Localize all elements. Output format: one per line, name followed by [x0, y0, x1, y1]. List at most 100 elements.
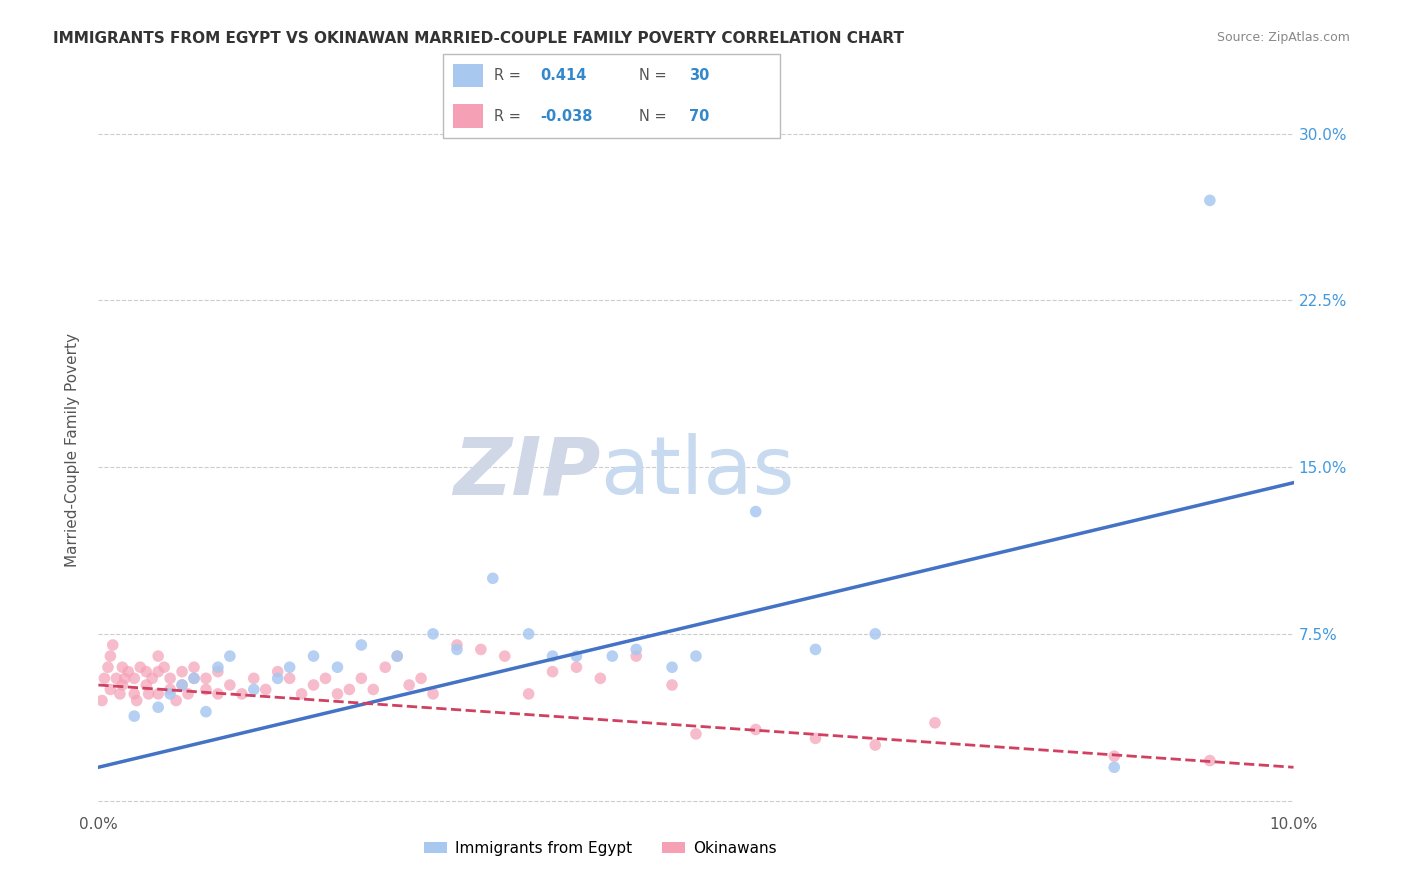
Point [138, 687, 160, 701]
Point [267, 671, 290, 685]
Point [183, 671, 205, 685]
Text: 70: 70 [689, 109, 710, 124]
Point [98, 649, 122, 664]
Point [183, 671, 205, 685]
Point [541, 665, 564, 679]
Point [626, 649, 648, 664]
Point [148, 649, 170, 664]
Point [541, 649, 564, 664]
Point [482, 571, 505, 585]
Point [494, 649, 516, 664]
Text: Source: ZipAtlas.com: Source: ZipAtlas.com [1216, 31, 1350, 45]
Point [315, 671, 337, 685]
Point [745, 723, 768, 737]
Text: IMMIGRANTS FROM EGYPT VS OKINAWAN MARRIED-COUPLE FAMILY POVERTY CORRELATION CHAR: IMMIGRANTS FROM EGYPT VS OKINAWAN MARRIE… [53, 31, 904, 46]
Point [177, 687, 200, 701]
Point [385, 649, 409, 664]
Point [183, 660, 205, 674]
Point [148, 700, 170, 714]
Point [93, 671, 115, 685]
Point [398, 678, 420, 692]
Point [1199, 754, 1222, 768]
Text: 30: 30 [689, 68, 710, 83]
Point [1104, 760, 1126, 774]
Point [97, 660, 120, 674]
Point [195, 682, 218, 697]
Point [91, 693, 114, 707]
Point [446, 638, 468, 652]
Point [278, 660, 301, 674]
Text: 0.414: 0.414 [541, 68, 588, 83]
Point [111, 678, 134, 692]
Point [517, 627, 540, 641]
Point [172, 678, 194, 692]
Point [195, 705, 218, 719]
Point [148, 687, 170, 701]
Point [363, 682, 385, 697]
Point [207, 660, 229, 674]
Point [254, 682, 277, 697]
Point [101, 638, 124, 652]
Point [219, 678, 242, 692]
Text: R =: R = [494, 68, 520, 83]
Point [685, 649, 707, 664]
Point [207, 665, 229, 679]
Point [195, 671, 218, 685]
Point [661, 660, 683, 674]
Point [105, 671, 128, 685]
Text: N =: N = [638, 109, 666, 124]
Point [602, 649, 624, 664]
Point [172, 678, 194, 692]
Point [207, 687, 229, 701]
Point [159, 682, 181, 697]
Text: N =: N = [638, 68, 666, 83]
Point [350, 671, 373, 685]
Text: atlas: atlas [600, 434, 794, 511]
Point [148, 665, 170, 679]
Point [339, 682, 361, 697]
Point [804, 731, 827, 746]
Point [219, 649, 242, 664]
Point [231, 687, 253, 701]
Point [661, 678, 683, 692]
Point [159, 687, 181, 701]
FancyBboxPatch shape [453, 104, 484, 128]
Point [326, 660, 349, 674]
Point [865, 738, 887, 752]
Point [924, 715, 946, 730]
Point [108, 687, 131, 701]
Y-axis label: Married-Couple Family Poverty: Married-Couple Family Poverty [65, 334, 80, 567]
Point [446, 642, 468, 657]
Point [278, 671, 301, 685]
Point [114, 671, 136, 685]
Point [385, 649, 409, 664]
Point [565, 649, 588, 664]
Point [422, 687, 444, 701]
Point [745, 505, 768, 519]
Point [302, 649, 325, 664]
Point [124, 671, 146, 685]
Point [589, 671, 612, 685]
Point [135, 678, 157, 692]
Point [326, 687, 349, 701]
Point [804, 642, 827, 657]
Point [135, 665, 157, 679]
Point [165, 693, 187, 707]
Point [243, 671, 266, 685]
Point [124, 687, 146, 701]
Point [291, 687, 314, 701]
Point [117, 665, 139, 679]
Point [129, 660, 152, 674]
Point [374, 660, 396, 674]
Point [124, 709, 146, 723]
Point [243, 682, 266, 697]
FancyBboxPatch shape [453, 63, 484, 87]
Point [98, 682, 122, 697]
Text: -0.038: -0.038 [541, 109, 593, 124]
Point [302, 678, 325, 692]
Point [125, 693, 148, 707]
Point [411, 671, 433, 685]
Text: ZIP: ZIP [453, 434, 600, 511]
Point [865, 627, 887, 641]
FancyBboxPatch shape [443, 54, 780, 138]
